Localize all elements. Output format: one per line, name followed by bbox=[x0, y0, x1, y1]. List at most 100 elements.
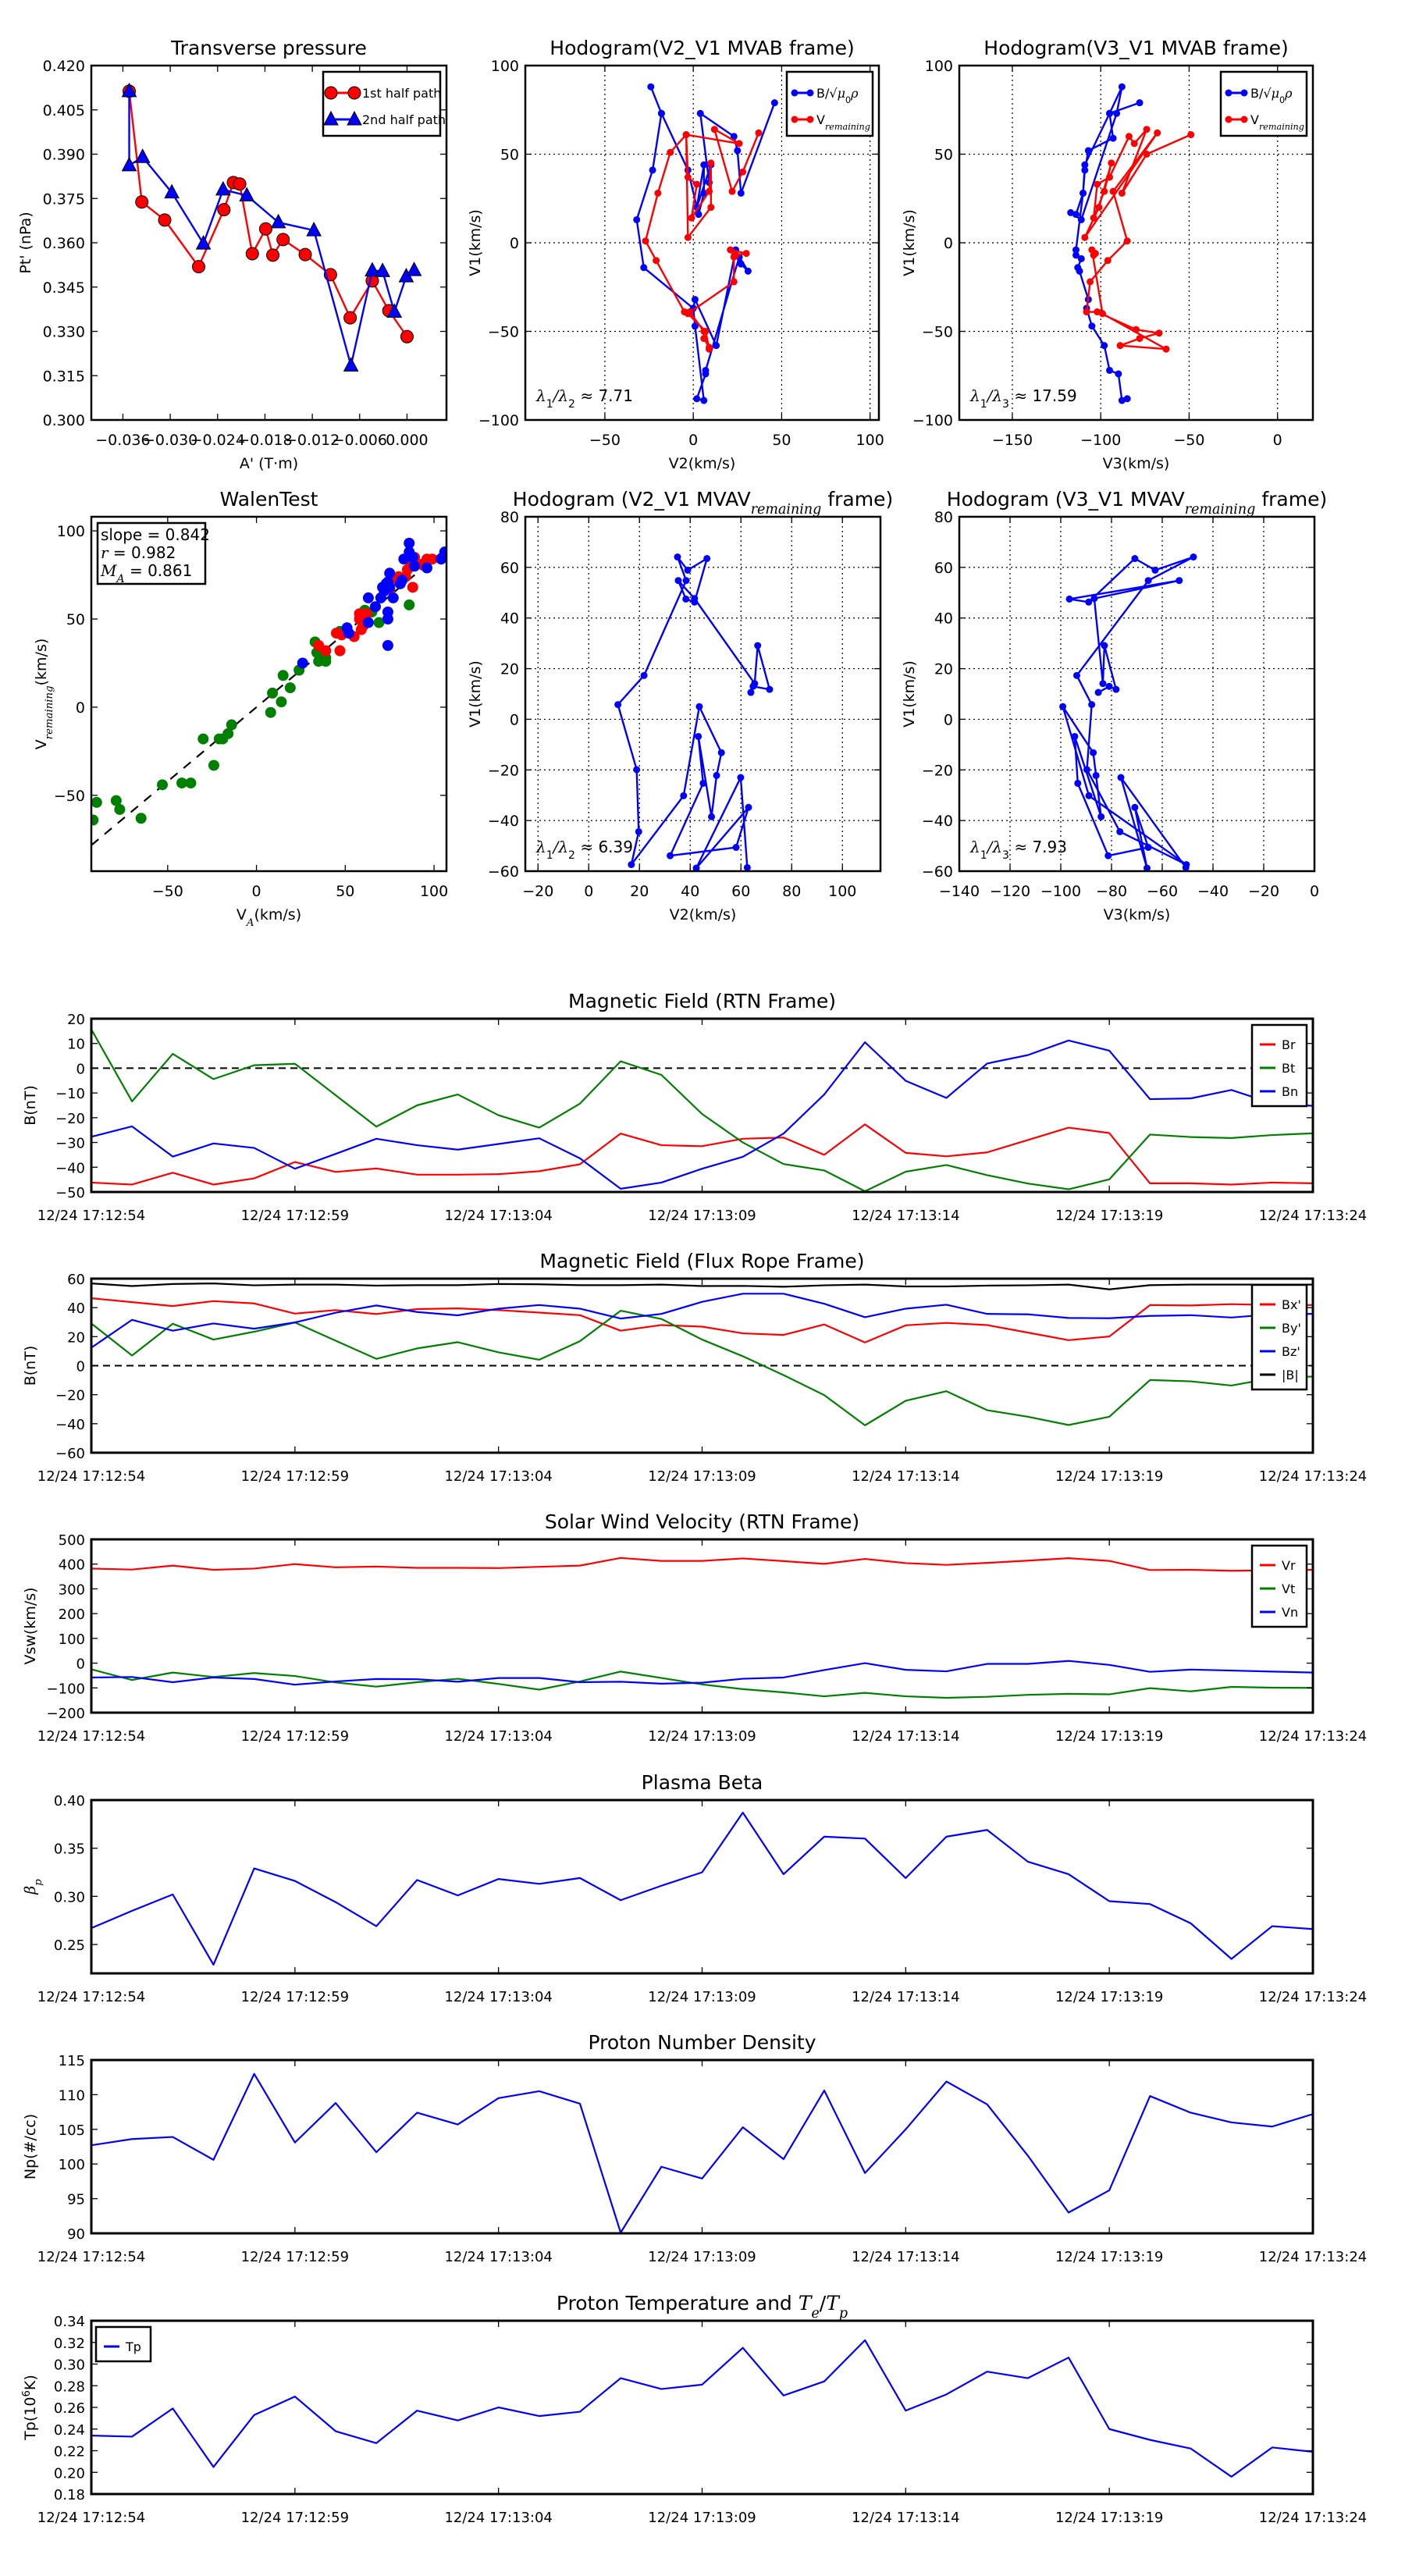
legend-label: Br bbox=[1282, 1037, 1296, 1052]
data-point bbox=[1118, 83, 1126, 91]
data-point bbox=[754, 642, 762, 649]
data-point bbox=[633, 215, 641, 223]
legend: Tp bbox=[94, 2325, 152, 2363]
y-tick-label: −20 bbox=[55, 1111, 85, 1127]
y-tick-label: 0 bbox=[76, 1061, 85, 1077]
data-point bbox=[1118, 397, 1126, 404]
y-tick-label: −20 bbox=[488, 762, 519, 779]
data-point bbox=[1059, 703, 1067, 710]
plot-area bbox=[525, 66, 879, 420]
y-axis-label: B(nT) bbox=[22, 1346, 39, 1386]
data-point bbox=[407, 551, 418, 563]
y-tick-label: −40 bbox=[488, 813, 519, 830]
data-point bbox=[693, 395, 701, 403]
text-segment: Proton Temperature and bbox=[557, 2292, 799, 2314]
plot-area bbox=[91, 1283, 1313, 1426]
y-tick-label: 50 bbox=[500, 147, 519, 164]
x-tick-label: 12/24 17:13:04 bbox=[444, 1208, 552, 1224]
y-tick-label: 60 bbox=[67, 1272, 85, 1288]
text-segment: λ bbox=[991, 838, 1002, 856]
data-point bbox=[1240, 89, 1248, 97]
data-point bbox=[684, 233, 692, 241]
x-tick-label: 12/24 17:13:14 bbox=[852, 1728, 959, 1745]
legend-box bbox=[1250, 1283, 1308, 1391]
x-tick-label: −0.012 bbox=[285, 432, 340, 449]
x-tick-label: 0 bbox=[252, 883, 261, 900]
y-tick-label: 80 bbox=[934, 509, 953, 526]
data-point bbox=[1081, 166, 1089, 174]
data-point bbox=[258, 222, 272, 236]
data-point bbox=[700, 161, 708, 169]
data-point bbox=[1088, 322, 1096, 330]
data-point bbox=[297, 657, 308, 669]
data-point bbox=[1130, 140, 1138, 148]
y-tick-label: 0.34 bbox=[54, 2314, 85, 2330]
data-point bbox=[1109, 187, 1117, 195]
y-tick-label: 0.330 bbox=[43, 324, 85, 341]
legend-box bbox=[94, 2325, 152, 2363]
y-tick-label: −20 bbox=[922, 762, 953, 779]
text-segment: frame) bbox=[1255, 488, 1327, 511]
legend-label: 2nd half path bbox=[362, 112, 446, 127]
chart-panel: −50 0 50 100−50050100WalenTestVA(km/s)Vrema… bbox=[33, 488, 448, 929]
data-point bbox=[1101, 187, 1108, 195]
data-point bbox=[1106, 366, 1114, 374]
y-axis-label: V1(km/s) bbox=[901, 660, 918, 728]
legend-label: Vr bbox=[1282, 1558, 1296, 1573]
x-tick-label: 60 bbox=[731, 883, 750, 900]
y-tick-label: 0.420 bbox=[43, 58, 85, 75]
y-tick-label: 100 bbox=[57, 523, 85, 540]
data-point bbox=[642, 237, 649, 245]
data-point bbox=[284, 682, 296, 694]
plot-area bbox=[525, 517, 880, 871]
data-point bbox=[1104, 852, 1112, 859]
x-tick-label: −150 bbox=[992, 432, 1033, 449]
chart-panel: −50 0 50 100 −100 −50 0 50 100 Hodogram(V2_V1 MVA… bbox=[467, 37, 884, 472]
x-tick-label: 12/24 17:12:59 bbox=[241, 1468, 349, 1485]
y-tick-label: 0.28 bbox=[54, 2379, 85, 2395]
data-point bbox=[1083, 308, 1090, 316]
data-point bbox=[730, 278, 738, 286]
text-segment: = 0.861 bbox=[125, 561, 193, 580]
eigenvalue-ratio: λ1/λ3 ≈ 7.93 bbox=[969, 838, 1067, 862]
legend-label: Vn bbox=[1282, 1605, 1298, 1620]
y-tick-label: 40 bbox=[934, 610, 953, 628]
data-point bbox=[1097, 813, 1105, 820]
data-point bbox=[1225, 116, 1232, 123]
data-point bbox=[215, 180, 231, 196]
chart-panel: −0.036−0.030−0.024−0.018−0.012−0.0060.00… bbox=[17, 37, 448, 472]
eigenvalue-ratio: λ1/λ3 ≈ 17.59 bbox=[969, 386, 1077, 411]
data-point bbox=[1240, 116, 1248, 123]
data-point bbox=[266, 248, 280, 262]
data-point bbox=[674, 553, 681, 561]
series-line bbox=[91, 1123, 1313, 1186]
legend-label: By' bbox=[1282, 1321, 1301, 1336]
data-point bbox=[727, 246, 735, 254]
data-point bbox=[1144, 577, 1152, 585]
text-segment: 1st half path bbox=[362, 86, 441, 101]
chart-title: Hodogram(V2_V1 MVAB frame) bbox=[550, 37, 854, 59]
legend-label: Tp bbox=[125, 2339, 141, 2354]
x-tick-label: 12/24 17:13:24 bbox=[1259, 1728, 1367, 1745]
text-segment: Tp bbox=[125, 2339, 141, 2354]
data-point bbox=[373, 617, 385, 628]
data-point bbox=[245, 247, 259, 261]
x-tick-label: 12/24 17:13:14 bbox=[852, 2510, 959, 2526]
x-tick-label: 12/24 17:12:54 bbox=[37, 1989, 145, 2005]
data-point bbox=[135, 195, 149, 209]
data-point bbox=[1187, 131, 1195, 139]
data-point bbox=[114, 803, 126, 815]
data-point bbox=[233, 177, 247, 191]
text-segment: |B| bbox=[1282, 1368, 1299, 1382]
y-tick-label: 0.375 bbox=[43, 190, 85, 208]
y-tick-label: 0.315 bbox=[43, 368, 85, 385]
y-tick-label: 0 bbox=[510, 235, 519, 252]
data-point bbox=[324, 86, 338, 100]
text-segment: A bbox=[245, 917, 254, 929]
text-segment: remaining bbox=[1185, 502, 1256, 518]
data-point bbox=[1116, 342, 1124, 350]
text-segment: V3(km/s) bbox=[1103, 455, 1170, 472]
text-segment: 0 bbox=[1279, 95, 1285, 105]
data-point bbox=[684, 310, 692, 318]
data-point bbox=[657, 109, 665, 117]
